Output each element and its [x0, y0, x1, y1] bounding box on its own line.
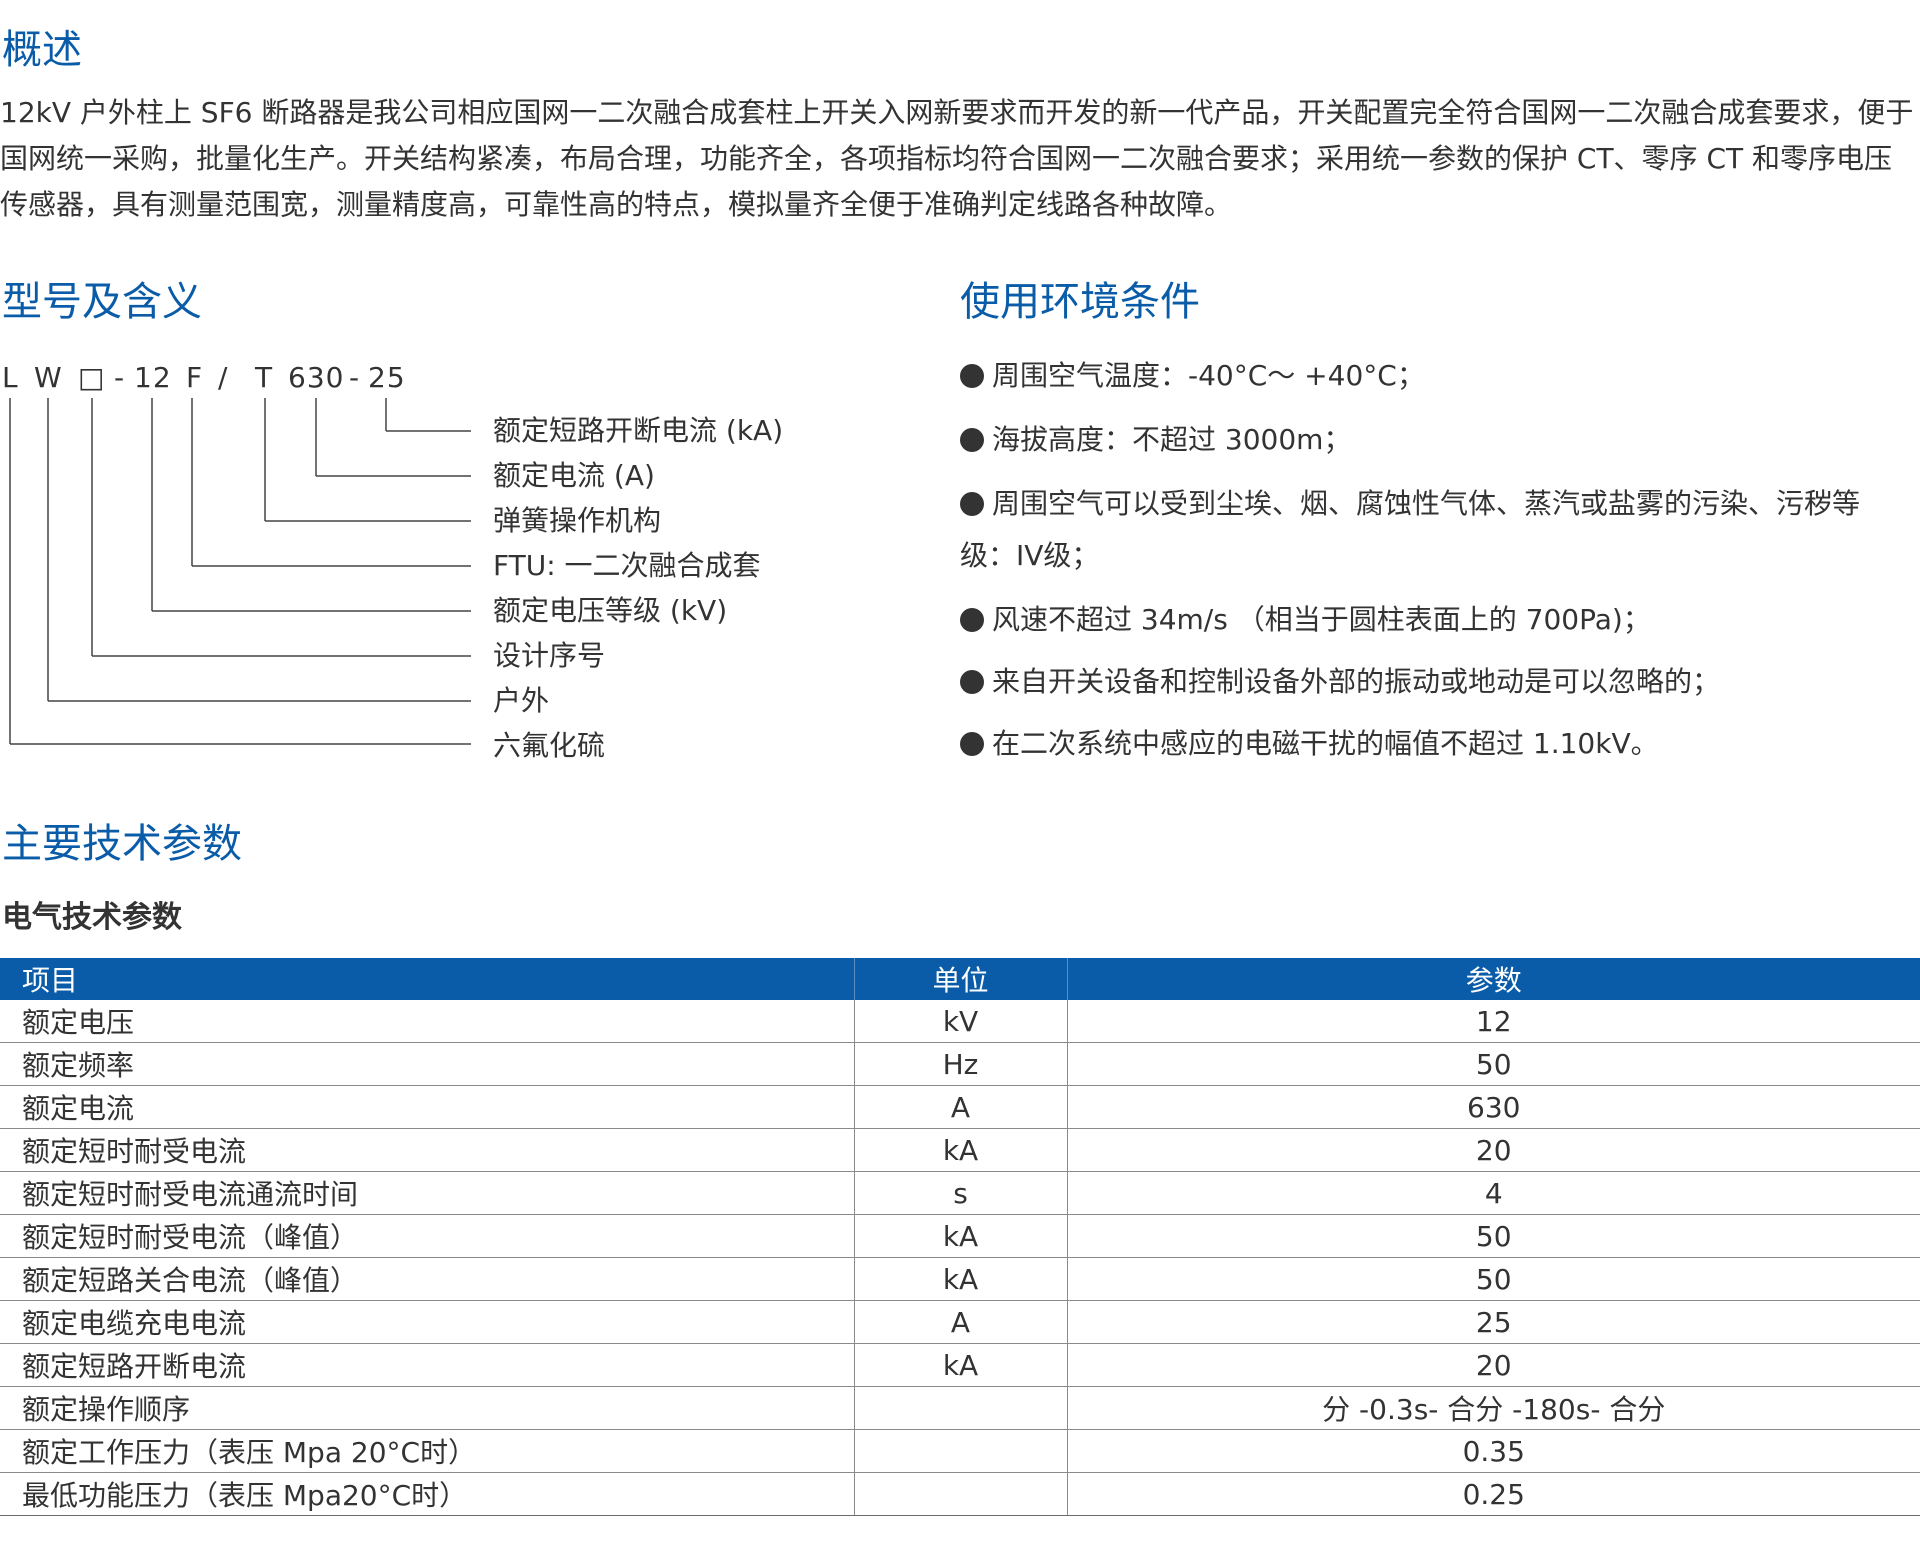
model-code-design-box: □ [78, 361, 106, 394]
meaning-breaking-current: 额定短路开断电流 (kA) [493, 414, 784, 447]
model-code-l: L [2, 361, 19, 394]
model-code-slash: / [218, 361, 229, 394]
table-row: 最低功能压力（表压 Mpa20°C时） 0.25 [0, 1472, 1920, 1516]
cell-value: 0.35 [1067, 1429, 1920, 1473]
model-code-f: F [186, 361, 204, 394]
env-item: 风速不超过 34m/s （相当于圆柱表面上的 700Pa)； [960, 594, 1915, 646]
model-code-t: T [255, 361, 274, 394]
cell-item: 额定操作顺序 [0, 1386, 855, 1430]
env-item: 在二次系统中感应的电磁干扰的幅值不超过 1.10kV。 [960, 718, 1915, 770]
table-row: 额定短路开断电流 kA 20 [0, 1343, 1920, 1387]
model-code-current: 630 [288, 361, 345, 394]
cell-item: 最低功能压力（表压 Mpa20°C时） [0, 1472, 855, 1516]
bullet-icon [960, 608, 984, 632]
env-item: 周围空气可以受到尘埃、烟、腐蚀性气体、蒸汽或盐雾的污染、污秽等级：IV级； [960, 487, 1861, 572]
model-code-dash-2: - [349, 361, 361, 394]
cell-value: 50 [1067, 1042, 1920, 1086]
table-row: 额定频率 Hz 50 [0, 1042, 1920, 1086]
header-item: 项目 [0, 958, 855, 1000]
bullet-icon [960, 732, 984, 756]
cell-value: 20 [1067, 1343, 1920, 1387]
cell-unit: A [854, 1300, 1068, 1344]
cell-item: 额定短路开断电流 [0, 1343, 855, 1387]
cell-unit: s [854, 1171, 1068, 1215]
cell-value: 50 [1067, 1214, 1920, 1258]
model-code: L W □ - 12 F / T 630 - 25 [0, 360, 520, 396]
cell-unit: A [854, 1085, 1068, 1129]
cell-unit: kA [854, 1257, 1068, 1301]
meaning-ftu: FTU: 一二次融合成套 [493, 549, 761, 582]
table-row: 额定短时耐受电流通流时间 s 4 [0, 1171, 1920, 1215]
overview-text: 12kV 户外柱上 SF6 断路器是我公司相应国网一二次融合成套柱上开关入网新要… [0, 96, 1914, 221]
cell-unit: Hz [854, 1042, 1068, 1086]
bullet-icon [960, 670, 984, 694]
cell-unit: kA [854, 1214, 1068, 1258]
cell-unit [854, 1472, 1068, 1516]
cell-value: 50 [1067, 1257, 1920, 1301]
cell-value: 630 [1067, 1085, 1920, 1129]
table-row: 额定电流 A 630 [0, 1085, 1920, 1129]
env-item: 海拔高度：不超过 3000m； [960, 414, 1915, 466]
params-table: 项目 单位 参数 额定电压 kV 12 额定频率 Hz 50 额定电流 A 630 额定短时… [0, 958, 1920, 1516]
meaning-sf6: 六氟化硫 [493, 729, 606, 762]
cell-item: 额定短时耐受电流（峰值） [0, 1214, 855, 1258]
cell-value: 12 [1067, 1000, 1920, 1043]
cell-unit [854, 1429, 1068, 1473]
cell-item: 额定频率 [0, 1042, 855, 1086]
table-header-row: 项目 单位 参数 [0, 958, 1920, 1000]
meaning-rated-voltage: 额定电压等级 (kV) [493, 594, 728, 627]
cell-value: 4 [1067, 1171, 1920, 1215]
meaning-rated-current: 额定电流 (A) [493, 459, 655, 492]
table-row: 额定工作压力（表压 Mpa 20°C时） 0.35 [0, 1429, 1920, 1473]
meaning-design-number: 设计序号 [493, 639, 606, 672]
cell-unit: kA [854, 1128, 1068, 1172]
cell-value: 25 [1067, 1300, 1920, 1344]
cell-item: 额定电压 [0, 1000, 855, 1043]
table-row: 额定操作顺序 分 -0.3s- 合分 -180s- 合分 [0, 1386, 1920, 1430]
cell-unit [854, 1386, 1068, 1430]
model-title: 型号及含义 [2, 279, 202, 325]
cell-item: 额定工作压力（表压 Mpa 20°C时） [0, 1429, 855, 1473]
cell-item: 额定电流 [0, 1085, 855, 1129]
table-row: 额定短路关合电流（峰值） kA 50 [0, 1257, 1920, 1301]
cell-item: 额定短时耐受电流通流时间 [0, 1171, 855, 1215]
cell-value: 0.25 [1067, 1472, 1920, 1516]
header-unit: 单位 [854, 958, 1068, 1000]
cell-value: 20 [1067, 1128, 1920, 1172]
bullet-icon [960, 428, 984, 452]
model-code-w: W [34, 361, 63, 394]
model-connector-lines [9, 398, 471, 745]
model-code-dash-1: - [114, 361, 126, 394]
env-item: 来自开关设备和控制设备外部的振动或地动是可以忽略的； [960, 656, 1915, 708]
params-title: 主要技术参数 [2, 821, 242, 867]
cell-value: 分 -0.3s- 合分 -180s- 合分 [1067, 1386, 1920, 1430]
meaning-outdoor: 户外 [493, 684, 550, 717]
table-row: 额定电缆充电电流 A 25 [0, 1300, 1920, 1344]
cell-item: 额定短路关合电流（峰值） [0, 1257, 855, 1301]
table-row: 额定短时耐受电流（峰值） kA 50 [0, 1214, 1920, 1258]
model-code-breaking: 25 [368, 361, 406, 394]
cell-unit: kA [854, 1343, 1068, 1387]
model-code-voltage: 12 [134, 361, 172, 394]
table-row: 额定短时耐受电流 kA 20 [0, 1128, 1920, 1172]
table-row: 额定电压 kV 12 [0, 1000, 1920, 1043]
bullet-icon [960, 492, 984, 516]
cell-unit: kV [854, 1000, 1068, 1043]
bullet-icon [960, 364, 984, 388]
params-subtitle: 电气技术参数 [2, 900, 182, 935]
header-value: 参数 [1067, 958, 1920, 1000]
env-item: 周围空气温度：-40°C～ +40°C； [960, 350, 1915, 402]
overview-title: 概述 [2, 27, 82, 73]
meaning-spring-mechanism: 弹簧操作机构 [493, 504, 662, 537]
environment-title: 使用环境条件 [960, 279, 1200, 325]
cell-item: 额定电缆充电电流 [0, 1300, 855, 1344]
cell-item: 额定短时耐受电流 [0, 1128, 855, 1172]
